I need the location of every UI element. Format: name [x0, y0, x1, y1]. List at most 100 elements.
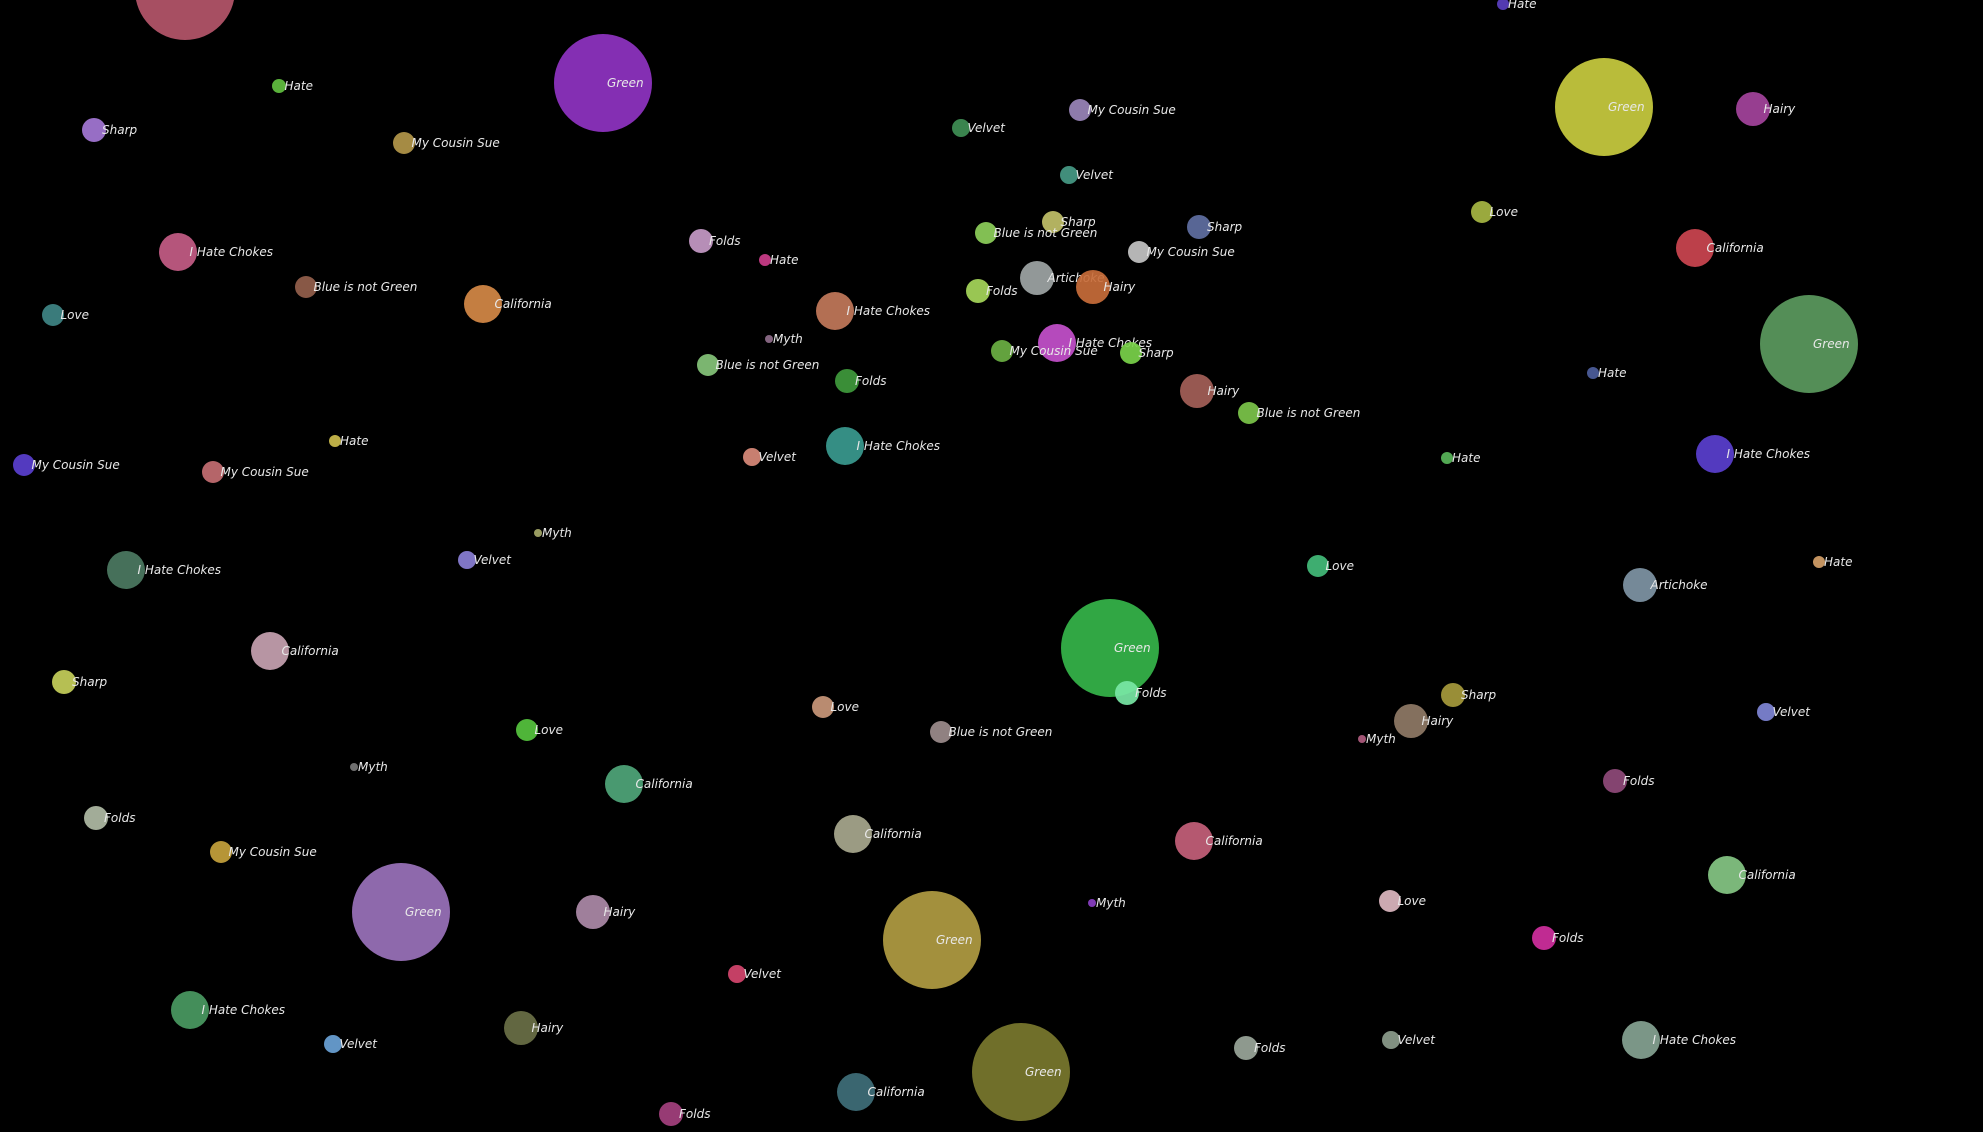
bubble: Green: [352, 863, 450, 961]
bubble: Hairy: [504, 1011, 564, 1045]
bubble: California: [834, 815, 922, 853]
bubble: Hate: [759, 253, 798, 267]
bubble-label: Myth: [542, 526, 572, 540]
bubble-circle: [728, 965, 746, 983]
bubble-label: Green: [405, 905, 442, 919]
bubble: Blue is not Green: [975, 222, 1097, 244]
bubble-circle: [42, 304, 64, 326]
bubble-circle: [1471, 201, 1493, 223]
bubble: Green: [1061, 599, 1159, 697]
bubble: Hate: [272, 79, 313, 93]
bubble-label: Green: [607, 76, 644, 90]
bubble-circle: [1813, 556, 1825, 568]
bubble-circle: [659, 1102, 683, 1126]
bubble-label: I Hate Chokes: [1653, 1033, 1737, 1047]
bubble: Myth: [765, 332, 803, 346]
bubble-circle: [1757, 703, 1775, 721]
bubble: Folds: [835, 369, 886, 393]
bubble-circle: [272, 79, 286, 93]
bubble-label: My Cousin Sue: [32, 458, 120, 472]
bubble-circle: [1238, 402, 1260, 424]
bubble-label: Velvet: [759, 450, 798, 464]
bubble-label: Sharp: [1061, 215, 1097, 229]
bubble-label: Sharp: [1461, 688, 1497, 702]
bubble-circle: [1441, 683, 1465, 707]
bubble: Love: [1307, 555, 1354, 577]
bubble: Green: [1555, 58, 1653, 156]
bubble-circle: [393, 132, 415, 154]
bubble-label: Green: [1608, 100, 1645, 114]
bubble: Blue is not Green: [1238, 402, 1360, 424]
bubble-label: I Hate Chokes: [857, 439, 941, 453]
bubble-circle: [159, 233, 197, 271]
bubble: Folds: [84, 806, 135, 830]
bubble-circle: [605, 765, 643, 803]
bubble: My Cousin Sue: [1069, 99, 1176, 121]
bubble-circle: [171, 991, 209, 1029]
bubble: I Hate Chokes: [107, 551, 221, 589]
bubble-circle: [1038, 324, 1076, 362]
bubble: Sharp: [82, 118, 138, 142]
bubble-label: Hate: [1598, 366, 1626, 380]
bubble-label: Hairy: [1422, 714, 1455, 728]
bubble-label: Folds: [104, 811, 135, 825]
bubble: Sharp: [52, 670, 108, 694]
bubble-circle: [251, 632, 289, 670]
bubble-label: Myth: [773, 332, 803, 346]
bubble-circle: [1307, 555, 1329, 577]
bubble-circle: [743, 448, 761, 466]
bubble: I Hate Chokes: [826, 427, 940, 465]
bubble-circle: [1708, 856, 1746, 894]
bubble-label: Folds: [679, 1107, 710, 1121]
bubble-circle: [1696, 435, 1734, 473]
bubble: Love: [1471, 201, 1518, 223]
bubble-circle: [966, 279, 990, 303]
bubble-circle: [1069, 99, 1091, 121]
bubble-circle: [1180, 374, 1214, 408]
bubble-label: My Cousin Sue: [1147, 245, 1235, 259]
bubble: Hate: [1441, 451, 1480, 465]
bubble-label: Blue is not Green: [949, 725, 1053, 739]
bubble: My Cousin Sue: [13, 454, 120, 476]
bubble-circle: [759, 254, 771, 266]
bubble-label: I Hate Chokes: [190, 245, 274, 259]
bubble: California: [1175, 822, 1263, 860]
bubble-label: Sharp: [102, 123, 138, 137]
bubble-circle: [1676, 229, 1714, 267]
bubble-label: My Cousin Sue: [229, 845, 317, 859]
bubble: California: [605, 765, 693, 803]
bubble-label: Hairy: [1208, 384, 1241, 398]
bubble: Velvet: [324, 1035, 378, 1053]
bubble-label: Love: [1326, 559, 1355, 573]
bubble-circle: [837, 1073, 875, 1111]
bubble-circle: [352, 863, 450, 961]
bubble-circle: [972, 1023, 1070, 1121]
bubble: California: [1676, 229, 1764, 267]
bubble: Velvet: [952, 119, 1006, 137]
bubble-label: Sharp: [1139, 346, 1175, 360]
bubble: Hairy: [576, 895, 636, 929]
bubble-label: Hate: [770, 253, 798, 267]
bubble: Blue is not Green: [697, 354, 819, 376]
bubble-circle: [1497, 0, 1509, 10]
bubble-circle: [1382, 1031, 1400, 1049]
bubble-label: Myth: [358, 760, 388, 774]
bubble-label: Velvet: [1773, 705, 1812, 719]
bubble-label: Hairy: [1104, 280, 1137, 294]
bubble-label: Velvet: [744, 967, 783, 981]
bubble-circle: [576, 895, 610, 929]
bubble-circle: [952, 119, 970, 137]
bubble: I Hate Chokes: [1696, 435, 1810, 473]
bubble: Velvet: [743, 448, 797, 466]
bubble-circle: [1115, 681, 1139, 705]
bubble-circle: [1042, 211, 1064, 233]
bubble: Love: [1379, 890, 1426, 912]
bubble-circle: [930, 721, 952, 743]
bubble-label: Love: [1398, 894, 1427, 908]
bubble-circle: [812, 696, 834, 718]
bubble-label: I Hate Chokes: [847, 304, 931, 318]
bubble-circle: [697, 354, 719, 376]
bubble-label: My Cousin Sue: [412, 136, 500, 150]
bubble-label: Love: [535, 723, 564, 737]
bubble-circle: [1623, 568, 1657, 602]
